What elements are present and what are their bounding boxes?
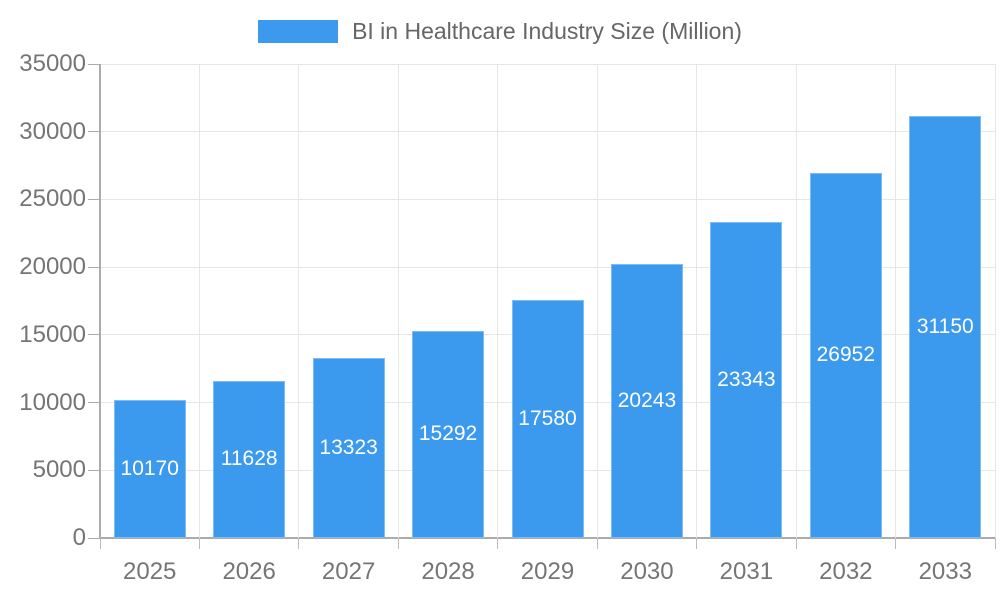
bar[interactable]: 31150 xyxy=(909,116,982,538)
y-tick-label: 0 xyxy=(72,524,86,551)
y-tick-label: 30000 xyxy=(19,117,86,145)
bar-value-label: 10170 xyxy=(120,457,179,481)
bar[interactable]: 17580 xyxy=(511,299,584,538)
bar-value-label: 23343 xyxy=(717,367,776,391)
x-tick-mark xyxy=(397,538,399,549)
bar[interactable]: 13323 xyxy=(312,357,385,538)
x-tick-label: 2026 xyxy=(222,558,276,585)
y-tick-label: 20000 xyxy=(19,253,86,281)
y-tick-label: 35000 xyxy=(19,50,86,77)
bar[interactable]: 20243 xyxy=(610,263,683,538)
x-tick-label: 2032 xyxy=(819,558,873,585)
bar-value-label: 15292 xyxy=(418,422,478,446)
y-tick-label: 25000 xyxy=(19,185,86,213)
y-axis-line xyxy=(99,64,101,538)
y-tick-mark xyxy=(88,469,100,471)
x-gridline xyxy=(994,64,996,538)
x-tick-label: 2030 xyxy=(620,558,674,585)
y-tick-mark xyxy=(88,63,100,65)
x-gridline xyxy=(795,64,797,538)
bar[interactable]: 15292 xyxy=(412,330,485,538)
bar-value-label: 31150 xyxy=(916,315,974,339)
x-tick-mark xyxy=(298,538,300,549)
y-tick-mark xyxy=(88,266,100,268)
x-gridline xyxy=(397,64,399,538)
bar[interactable]: 11628 xyxy=(213,380,286,538)
x-tick-label: 2025 xyxy=(123,558,177,585)
bar-value-label: 17580 xyxy=(518,406,577,430)
x-tick-label: 2029 xyxy=(520,558,575,585)
y-tick-mark xyxy=(88,402,100,404)
x-gridline xyxy=(497,64,499,538)
x-tick-mark xyxy=(994,538,996,549)
legend-swatch xyxy=(258,20,339,43)
y-gridline xyxy=(100,131,995,133)
x-tick-mark xyxy=(198,538,200,549)
x-gridline xyxy=(895,64,897,538)
x-tick-mark xyxy=(99,538,101,549)
y-tick-label: 10000 xyxy=(19,388,86,416)
y-gridline xyxy=(100,63,995,65)
bar[interactable]: 23343 xyxy=(710,221,783,538)
bar[interactable]: 10170 xyxy=(113,400,186,538)
x-tick-label: 2028 xyxy=(421,558,475,585)
x-tick-mark xyxy=(497,538,499,549)
bar-value-label: 11628 xyxy=(220,447,278,471)
x-gridline xyxy=(298,64,300,538)
x-tick-mark xyxy=(895,538,897,549)
bar-value-label: 13323 xyxy=(319,435,378,459)
y-tick-mark xyxy=(88,131,100,133)
x-tick-label: 2033 xyxy=(918,558,972,585)
x-gridline xyxy=(596,64,598,538)
x-tick-mark xyxy=(795,538,797,549)
bar-value-label: 26952 xyxy=(816,343,876,367)
y-tick-label: 15000 xyxy=(19,320,86,348)
x-tick-label: 2031 xyxy=(719,558,774,585)
y-tick-mark xyxy=(88,198,100,200)
x-tick-mark xyxy=(596,538,598,549)
y-tick-mark xyxy=(88,537,100,539)
chart-legend[interactable]: BI in Healthcare Industry Size (Million) xyxy=(0,19,1000,44)
bar-value-label: 20243 xyxy=(617,388,677,412)
legend-label: BI in Healthcare Industry Size (Million) xyxy=(352,18,742,44)
x-gridline xyxy=(198,64,200,538)
y-tick-label: 5000 xyxy=(32,456,86,484)
x-tick-mark xyxy=(696,538,698,549)
bar[interactable]: 26952 xyxy=(809,172,882,538)
y-tick-mark xyxy=(88,334,100,336)
x-tick-label: 2027 xyxy=(321,558,376,585)
x-gridline xyxy=(696,64,698,538)
